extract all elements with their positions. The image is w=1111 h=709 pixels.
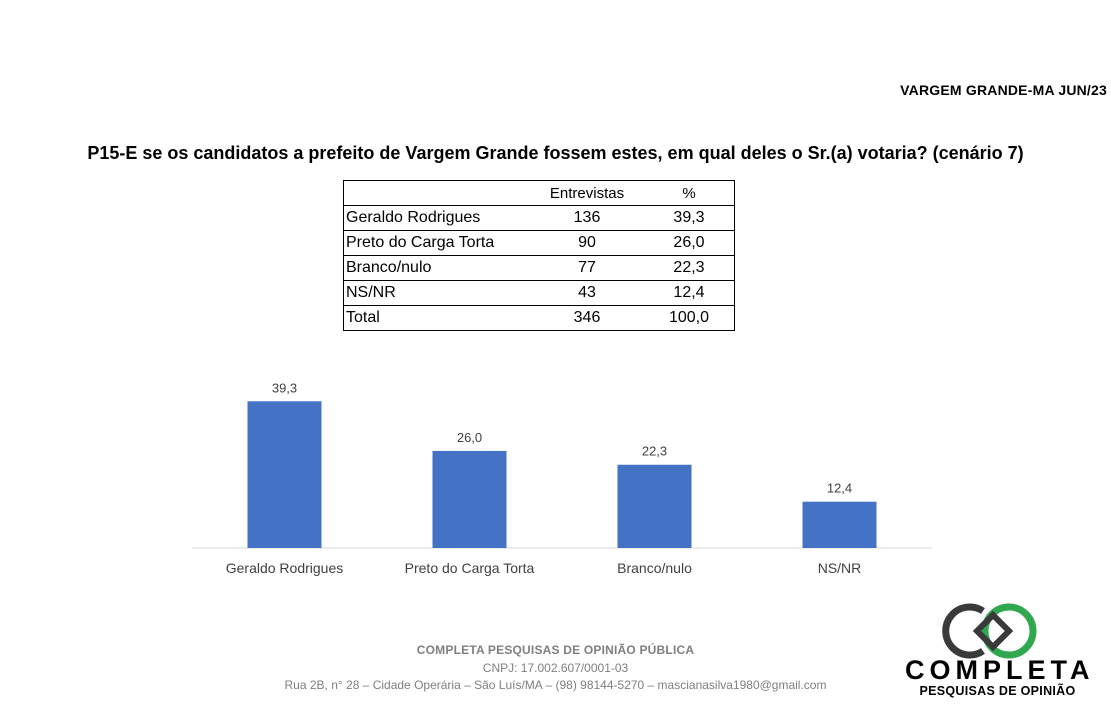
table-cell-count: 346	[530, 305, 644, 331]
table-row: Preto do Carga Torta 90 26,0	[343, 230, 735, 256]
data-label-3: 12,4	[827, 481, 852, 496]
logo-diamond	[972, 610, 1014, 652]
table-cell-name: Branco/nulo	[343, 255, 530, 281]
logo-mark-icon	[942, 603, 1037, 659]
table-row: Geraldo Rodrigues 136 39,3	[343, 205, 735, 231]
category-label-2: Branco/nulo	[617, 560, 692, 576]
bar-2	[617, 464, 692, 548]
bar-3	[802, 501, 877, 548]
table-cell-count: 43	[530, 280, 644, 306]
table-cell-pct: 100,0	[644, 305, 735, 331]
table-cell-name: Geraldo Rodrigues	[343, 205, 530, 231]
bar-1	[432, 450, 507, 548]
table-cell-count: 136	[530, 205, 644, 231]
company-logo: COMPLETA PESQUISAS DE OPINIÃO	[905, 603, 1090, 703]
table-row: NS/NR 43 12,4	[343, 280, 735, 306]
results-table: Entrevistas % Geraldo Rodrigues 136 39,3…	[343, 180, 735, 331]
logo-dark-arc	[942, 603, 985, 659]
table-cell-pct: 12,4	[644, 280, 735, 306]
footer-address: Rua 2B, n° 28 – Cidade Operária – São Lu…	[284, 678, 827, 692]
table-cell-pct: 26,0	[644, 230, 735, 256]
table-cell-name: NS/NR	[343, 280, 530, 306]
location-date-header: VARGEM GRANDE-MA JUN/23	[900, 82, 1107, 98]
table-cell-pct: 22,3	[644, 255, 735, 281]
footer-cnpj: CNPJ: 17.002.607/0001-03	[482, 661, 629, 675]
logo-subtitle: PESQUISAS DE OPINIÃO	[919, 684, 1076, 698]
logo-green-ring	[981, 603, 1037, 659]
table-row: Branco/nulo 77 22,3	[343, 255, 735, 281]
table-cell-name: Total	[343, 305, 530, 331]
table-header-row: Entrevistas %	[344, 181, 735, 206]
table-cell-pct: 39,3	[644, 205, 735, 231]
table-row-total: Total 346 100,0	[343, 305, 735, 331]
bar-0	[247, 401, 322, 548]
logo-name: COMPLETA	[905, 655, 1095, 685]
category-label-1: Preto do Carga Torta	[405, 560, 535, 576]
data-label-1: 26,0	[457, 430, 482, 445]
table-cell-count: 90	[530, 230, 644, 256]
table-header-pct: %	[682, 184, 696, 202]
data-label-2: 22,3	[642, 444, 667, 459]
table-cell-name: Preto do Carga Torta	[343, 230, 530, 256]
question-title: P15-E se os candidatos a prefeito de Var…	[87, 143, 1024, 163]
data-label-0: 39,3	[272, 380, 297, 395]
table-header-count: Entrevistas	[549, 184, 625, 202]
category-label-3: NS/NR	[818, 560, 862, 576]
footer-company: COMPLETA PESQUISAS DE OPINIÃO PÚBLICA	[416, 643, 695, 657]
table-cell-count: 77	[530, 255, 644, 281]
category-label-0: Geraldo Rodrigues	[226, 560, 344, 576]
